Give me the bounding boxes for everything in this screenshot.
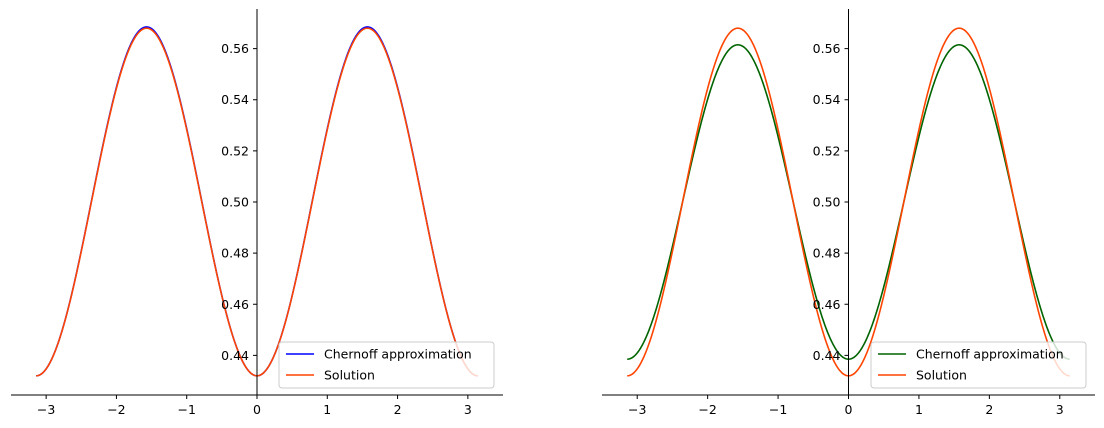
y-tick-label: 0.46 (221, 297, 249, 312)
chart-panel-2: −3 −2 −1 0 1 2 3 0.44 0.46 0.48 0.50 0.52 0.54 0.56 Ch… (602, 9, 1095, 417)
legend-label: Chernoff approximation (324, 347, 472, 362)
legend-box (278, 341, 495, 389)
y-tick-label: 0.48 (221, 246, 249, 261)
y-tick-label: 0.56 (221, 41, 249, 56)
y-tick-label: 0.48 (813, 246, 841, 261)
y-tick-label: 0.52 (813, 143, 841, 158)
y-tick-label: 0.54 (221, 92, 249, 107)
chart-panel-1: −3 −2 −1 0 1 2 3 0.44 0.46 0.48 0.50 0.52 0.54 0.56 Ch… (11, 9, 503, 417)
legend: Chernoff approximation Solution (870, 341, 1087, 389)
legend-label: Solution (324, 368, 375, 383)
x-tick-label: 3 (464, 402, 472, 417)
y-tick-label: 0.54 (813, 92, 841, 107)
x-tick-label: −3 (37, 402, 55, 417)
legend-label: Chernoff approximation (916, 347, 1064, 362)
y-tick-label: 0.50 (221, 195, 249, 210)
y-tick-label: 0.46 (813, 297, 841, 312)
x-tick-label: 1 (915, 402, 923, 417)
x-tick-label: 1 (323, 402, 331, 417)
x-tick-label: 2 (394, 402, 402, 417)
y-tick-label: 0.52 (221, 143, 249, 158)
y-tick-label: 0.50 (813, 195, 841, 210)
x-tick-label: 3 (1056, 402, 1064, 417)
legend: Chernoff approximation Solution (278, 341, 495, 389)
y-tick-label: 0.56 (813, 41, 841, 56)
x-tick-label: −2 (698, 402, 716, 417)
y-tick-label: 0.44 (813, 348, 841, 363)
x-tick-label: −2 (107, 402, 125, 417)
x-tick-label: 0 (253, 402, 261, 417)
x-tick-label: −1 (769, 402, 787, 417)
x-tick-label: 0 (845, 402, 853, 417)
y-tick-label: 0.44 (221, 348, 249, 363)
legend-box (870, 341, 1087, 389)
x-tick-label: −1 (177, 402, 195, 417)
x-tick-label: 2 (985, 402, 993, 417)
legend-label: Solution (916, 368, 967, 383)
x-tick-label: −3 (628, 402, 646, 417)
